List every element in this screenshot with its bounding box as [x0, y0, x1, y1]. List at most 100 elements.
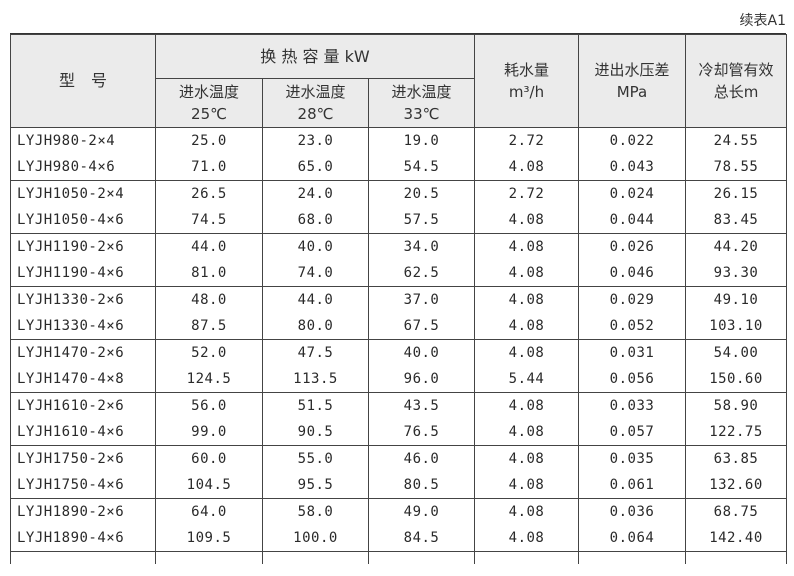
cell-model: LYJH1890-2×6	[10, 498, 156, 525]
cell-value: 0.064	[578, 525, 686, 552]
header-unit: 25℃	[191, 105, 227, 123]
cell-model: LYJH1890-4×6	[10, 525, 156, 552]
cell-value: 0.061	[578, 472, 686, 499]
cell-value: 56.0	[155, 392, 263, 419]
cell-model: LYJH1750-4×6	[10, 472, 156, 499]
cell-value: 67.5	[368, 313, 475, 340]
cell-value: 2.72	[474, 127, 579, 154]
cell-model: LYJH1470-2×6	[10, 339, 156, 366]
cell-value: 44.0	[155, 233, 263, 260]
cell-value: 2.72	[474, 180, 579, 207]
header-water-use: 耗水量 m³/h	[474, 34, 579, 128]
cell-value: 23.0	[262, 127, 369, 154]
table-row: LYJH1050-2×4 26.5 24.0 20.5 2.72 0.024 26.15	[10, 180, 787, 207]
table-row: LYJH1750-2×6 60.0 55.0 46.0 4.08 0.035 63.85	[10, 445, 787, 472]
cell-value: 0.035	[578, 445, 686, 472]
cell-value: 113.5	[262, 366, 369, 393]
cell-value: 4.08	[474, 339, 579, 366]
cell-model: LYJH1750-2×6	[10, 445, 156, 472]
cell-value: 4.08	[474, 445, 579, 472]
cell-value: 58.0	[262, 498, 369, 525]
cell-value: 4.08	[474, 154, 579, 181]
table-row: LYJH1610-2×6 56.0 51.5 43.5 4.08 0.033 58.90	[10, 392, 787, 419]
cell-empty	[262, 551, 369, 564]
cell-model: LYJH980-2×4	[10, 127, 156, 154]
cell-value: 122.75	[685, 419, 787, 446]
cell-value: 5.44	[474, 366, 579, 393]
cell-value: 49.0	[368, 498, 475, 525]
table-row: LYJH980-4×6 71.0 65.0 54.5 4.08 0.043 78.55	[10, 154, 787, 181]
cell-value: 43.5	[368, 392, 475, 419]
table-row: LYJH1190-2×6 44.0 40.0 34.0 4.08 0.026 44.20	[10, 233, 787, 260]
cell-value: 80.0	[262, 313, 369, 340]
cell-value: 74.0	[262, 260, 369, 287]
cell-value: 124.5	[155, 366, 263, 393]
cell-value: 80.5	[368, 472, 475, 499]
cell-value: 34.0	[368, 233, 475, 260]
cell-value: 0.026	[578, 233, 686, 260]
table-row: LYJH1610-4×6 99.0 90.5 76.5 4.08 0.057 122.75	[10, 419, 787, 446]
cell-value: 93.30	[685, 260, 787, 287]
cell-empty	[474, 551, 579, 564]
cell-model: LYJH980-4×6	[10, 154, 156, 181]
cell-empty	[10, 551, 156, 564]
cell-value: 48.0	[155, 286, 263, 313]
cell-value: 4.08	[474, 392, 579, 419]
cell-value: 0.052	[578, 313, 686, 340]
table-caption: 续表A1	[739, 13, 786, 29]
cell-value: 90.5	[262, 419, 369, 446]
cell-model: LYJH1050-4×6	[10, 207, 156, 234]
cell-value: 24.55	[685, 127, 787, 154]
cell-model: LYJH1610-2×6	[10, 392, 156, 419]
cell-value: 81.0	[155, 260, 263, 287]
table-row: LYJH1330-4×6 87.5 80.0 67.5 4.08 0.052 103.10	[10, 313, 787, 340]
cell-value: 4.08	[474, 260, 579, 287]
cell-value: 4.08	[474, 286, 579, 313]
cell-value: 0.046	[578, 260, 686, 287]
cell-value: 68.75	[685, 498, 787, 525]
cell-value: 54.00	[685, 339, 787, 366]
cell-value: 74.5	[155, 207, 263, 234]
cell-value: 47.5	[262, 339, 369, 366]
cell-model: LYJH1330-2×6	[10, 286, 156, 313]
header-capacity: 换 热 容 量 kW	[155, 34, 475, 79]
cell-model: LYJH1050-2×4	[10, 180, 156, 207]
cell-value: 65.0	[262, 154, 369, 181]
cell-value: 57.5	[368, 207, 475, 234]
cell-value: 103.10	[685, 313, 787, 340]
header-line: 进水温度	[285, 83, 346, 101]
header-unit: 总长m	[713, 83, 759, 101]
cell-value: 4.08	[474, 233, 579, 260]
cell-value: 20.5	[368, 180, 475, 207]
cell-value: 4.08	[474, 525, 579, 552]
cell-value: 71.0	[155, 154, 263, 181]
table-row-continued	[10, 551, 787, 564]
cell-value: 0.029	[578, 286, 686, 313]
cell-value: 51.5	[262, 392, 369, 419]
header-unit: 28℃	[297, 105, 334, 123]
cell-value: 83.45	[685, 207, 787, 234]
cell-model: LYJH1190-2×6	[10, 233, 156, 260]
cell-value: 4.08	[474, 472, 579, 499]
cell-value: 44.20	[685, 233, 787, 260]
cell-value: 63.85	[685, 445, 787, 472]
cell-empty	[155, 551, 263, 564]
cell-value: 4.08	[474, 207, 579, 234]
cell-value: 26.5	[155, 180, 263, 207]
cell-value: 4.08	[474, 419, 579, 446]
cell-value: 60.0	[155, 445, 263, 472]
table-row: LYJH980-2×4 25.0 23.0 19.0 2.72 0.022 24.55	[10, 127, 787, 154]
cell-value: 76.5	[368, 419, 475, 446]
cell-value: 19.0	[368, 127, 475, 154]
cell-value: 0.044	[578, 207, 686, 234]
cell-empty	[685, 551, 787, 564]
cell-value: 84.5	[368, 525, 475, 552]
header-unit: m³/h	[508, 83, 545, 101]
cell-value: 46.0	[368, 445, 475, 472]
cell-value: 52.0	[155, 339, 263, 366]
cell-value: 40.0	[262, 233, 369, 260]
cell-value: 37.0	[368, 286, 475, 313]
cell-model: LYJH1610-4×6	[10, 419, 156, 446]
table-row: LYJH1190-4×6 81.0 74.0 62.5 4.08 0.046 93.30	[10, 260, 787, 287]
cell-value: 132.60	[685, 472, 787, 499]
